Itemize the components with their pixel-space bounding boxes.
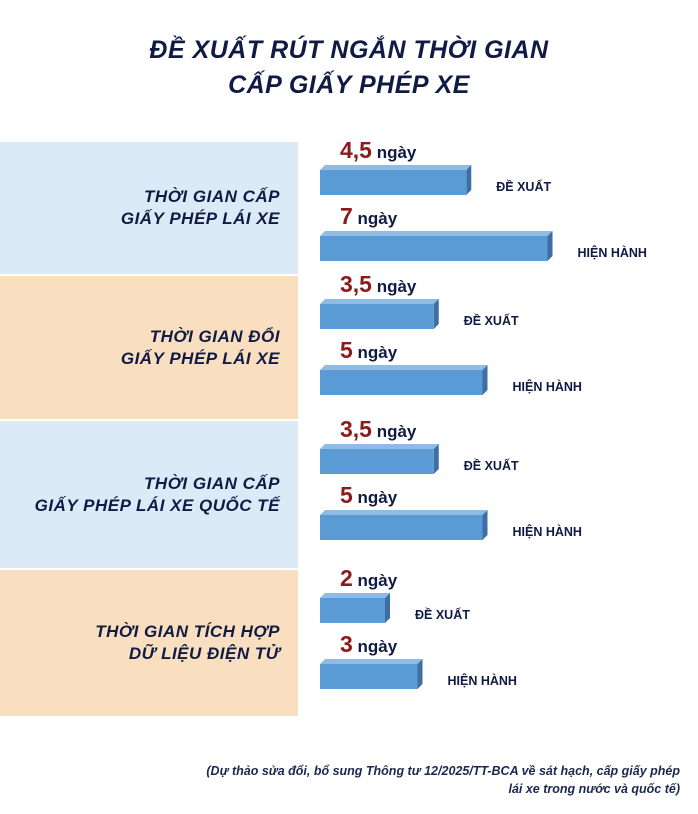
bar-group: 5 ngày HIỆN HÀNH — [320, 482, 582, 540]
bar-side-face — [385, 593, 390, 623]
value-label: 5 ngày — [340, 337, 398, 363]
category-band: THỜI GIAN TÍCH HỢP DỮ LIỆU ĐIỆN TỬ — [0, 570, 298, 716]
category-band: THỜI GIAN CẤP GIẤY PHÉP LÁI XE QUỐC TẾ — [0, 421, 298, 568]
bar-top-face — [320, 365, 488, 370]
bar-side-face — [466, 165, 472, 195]
category-band: THỜI GIAN CẤP GIẤY PHÉP LÁI XE — [0, 142, 298, 274]
bar-side-face — [482, 365, 488, 395]
value-label: 3 ngày — [340, 631, 398, 657]
bar-side-face — [547, 231, 553, 261]
series-label: HIỆN HÀNH — [513, 379, 582, 394]
chart-title-line1: ĐỀ XUẤT RÚT NGẮN THỜI GIAN — [149, 36, 549, 64]
bar — [320, 304, 434, 329]
value-label: 7 ngày — [340, 203, 398, 229]
bar-top-face — [320, 165, 472, 170]
series-label: ĐỀ XUẤT — [496, 179, 551, 194]
category-label: THỜI GIAN TÍCH HỢP DỮ LIỆU ĐIỆN TỬ — [95, 622, 280, 663]
footnote-line1: (Dự thảo sửa đổi, bổ sung Thông tư 12/20… — [206, 764, 680, 778]
value-label: 2 ngày — [340, 565, 398, 591]
bar-group: 4,5 ngày ĐỀ XUẤT — [320, 137, 551, 195]
bar — [320, 236, 548, 261]
bar — [320, 598, 385, 623]
bar — [320, 664, 418, 689]
category-label: THỜI GIAN CẤP GIẤY PHÉP LÁI XE QUỐC TẾ — [34, 473, 280, 515]
bar-top-face — [320, 659, 423, 664]
bar-top-face — [320, 231, 553, 236]
series-label: HIỆN HÀNH — [513, 524, 582, 539]
category-label: THỜI GIAN CẤP GIẤY PHÉP LÁI XE — [120, 187, 280, 228]
bar-side-face — [433, 299, 439, 329]
bar-top-face — [320, 444, 439, 449]
bar-side-face — [433, 444, 439, 474]
bar — [320, 515, 483, 540]
series-label: ĐỀ XUẤT — [464, 313, 519, 328]
bar — [320, 449, 434, 474]
footnote-line2: lái xe trong nước và quốc tế) — [508, 782, 680, 796]
bar-group: 7 ngày HIỆN HÀNH — [320, 203, 647, 261]
category-band: THỜI GIAN ĐỔI GIẤY PHÉP LÁI XE — [0, 276, 298, 419]
bar — [320, 370, 483, 395]
series-label: HIỆN HÀNH — [578, 245, 647, 260]
category-label: THỜI GIAN ĐỔI GIẤY PHÉP LÁI XE — [120, 326, 280, 368]
bar-side-face — [417, 659, 423, 689]
footnote: (Dự thảo sửa đổi, bổ sung Thông tư 12/20… — [60, 762, 680, 798]
bar-top-face — [320, 510, 488, 515]
value-label: 5 ngày — [340, 482, 398, 508]
series-label: HIỆN HÀNH — [448, 673, 517, 688]
series-label: ĐỀ XUẤT — [464, 458, 519, 473]
value-label: 3,5 ngày — [340, 416, 417, 442]
bar-side-face — [482, 510, 488, 540]
bar-top-face — [320, 299, 439, 304]
bar-group: 3 ngày HIỆN HÀNH — [320, 631, 517, 689]
bar-group: 3,5 ngày ĐỀ XUẤT — [320, 416, 519, 474]
bar — [320, 170, 467, 195]
bar-group: 2 ngày ĐỀ XUẤT — [320, 565, 470, 623]
bar-group: 3,5 ngày ĐỀ XUẤT — [320, 271, 519, 329]
value-label: 3,5 ngày — [340, 271, 417, 297]
bar-group: 5 ngày HIỆN HÀNH — [320, 337, 582, 395]
chart-title-line2: CẤP GIẤY PHÉP XE — [228, 71, 470, 99]
value-label: 4,5 ngày — [340, 137, 417, 163]
bar-top-face — [320, 593, 390, 598]
series-label: ĐỀ XUẤT — [415, 607, 470, 622]
